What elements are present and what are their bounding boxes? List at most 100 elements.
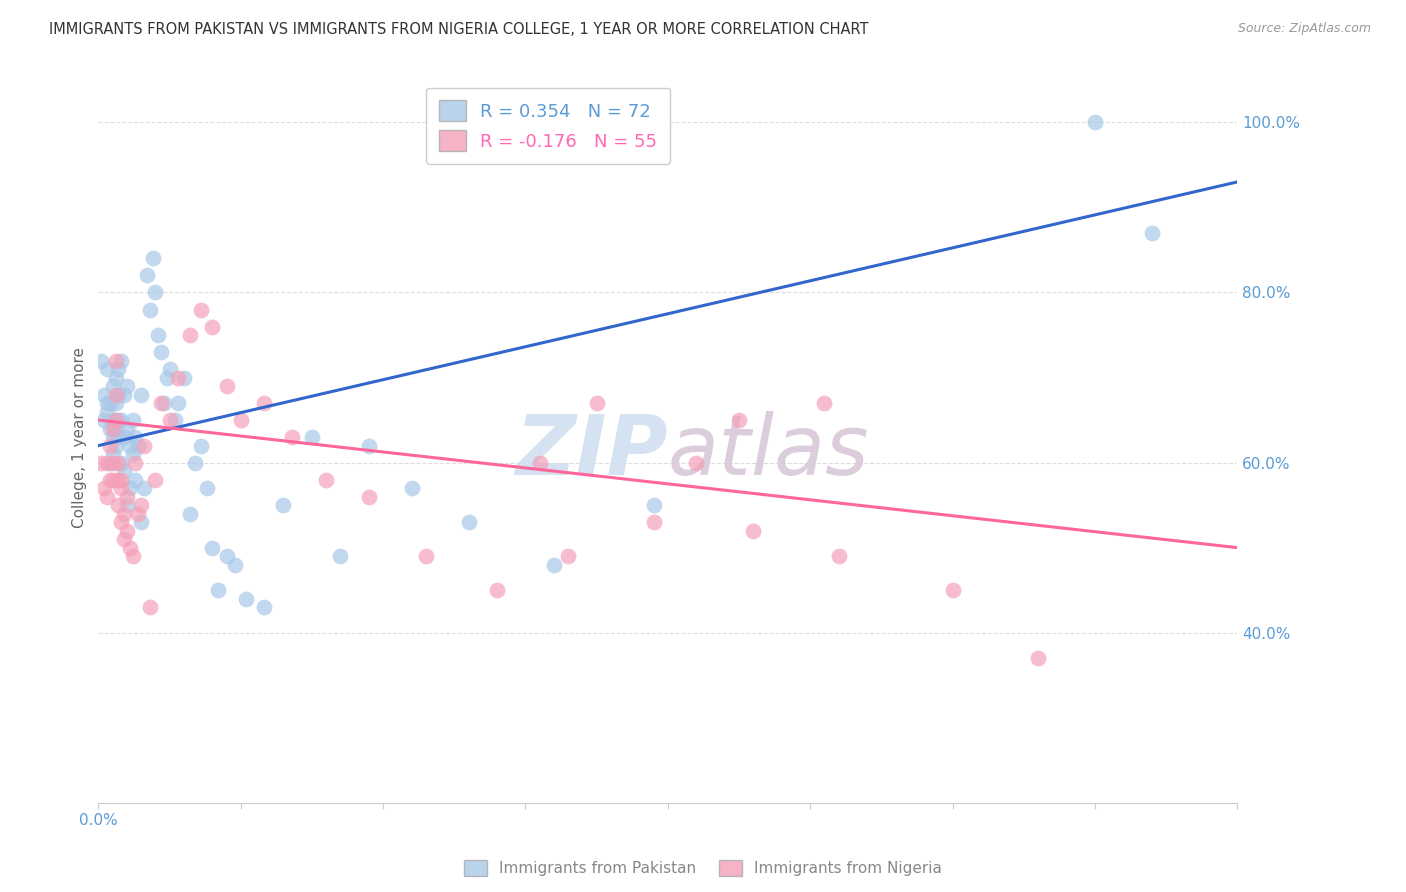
Point [742, 524, 765, 538]
Point [457, 515, 479, 529]
Point [127, 439, 149, 453]
Point [415, 549, 437, 563]
Point [121, 413, 143, 427]
Point [273, 498, 295, 512]
Legend: R = 0.354   N = 72, R = -0.176   N = 55: R = 0.354 N = 72, R = -0.176 N = 55 [426, 87, 671, 164]
Point [104, 370, 127, 384]
Point [112, 507, 135, 521]
Point [201, 319, 224, 334]
Point [281, 430, 304, 444]
Point [224, 558, 246, 572]
Point [101, 421, 124, 435]
Point [107, 362, 129, 376]
Point [110, 481, 132, 495]
Point [179, 507, 201, 521]
Point [145, 285, 167, 300]
Point [107, 413, 129, 427]
Text: atlas: atlas [668, 411, 869, 492]
Point [329, 549, 352, 563]
Point [107, 498, 129, 512]
Point [190, 302, 212, 317]
Point [129, 387, 152, 401]
Point [110, 353, 132, 368]
Point [357, 439, 380, 453]
Point [557, 549, 579, 563]
Point [115, 490, 138, 504]
Point [315, 473, 337, 487]
Point [235, 591, 257, 606]
Point [1026, 651, 1049, 665]
Point [165, 413, 187, 427]
Point [101, 447, 124, 461]
Point [159, 362, 181, 376]
Point [107, 387, 129, 401]
Point [110, 515, 132, 529]
Point [685, 456, 707, 470]
Point [110, 456, 132, 470]
Point [229, 413, 252, 427]
Point [118, 439, 141, 453]
Point [101, 473, 124, 487]
Point [167, 396, 190, 410]
Point [201, 541, 224, 555]
Point [118, 541, 141, 555]
Point [150, 345, 173, 359]
Point [104, 413, 127, 427]
Point [215, 379, 238, 393]
Point [156, 370, 179, 384]
Point [104, 421, 127, 435]
Point [252, 600, 274, 615]
Point [138, 302, 160, 317]
Point [104, 387, 127, 401]
Point [107, 430, 129, 444]
Point [112, 464, 135, 478]
Point [118, 481, 141, 495]
Point [104, 353, 127, 368]
Point [101, 456, 124, 470]
Point [96, 490, 118, 504]
Point [190, 439, 212, 453]
Point [252, 396, 274, 410]
Point [93, 481, 115, 495]
Y-axis label: College, 1 year or more: College, 1 year or more [72, 347, 87, 527]
Point [121, 447, 143, 461]
Point [643, 498, 665, 512]
Point [1084, 115, 1107, 129]
Point [107, 456, 129, 470]
Point [179, 328, 201, 343]
Point [148, 328, 170, 343]
Point [107, 473, 129, 487]
Point [104, 396, 127, 410]
Point [153, 396, 176, 410]
Point [195, 481, 218, 495]
Point [728, 413, 751, 427]
Point [529, 456, 551, 470]
Point [121, 549, 143, 563]
Point [401, 481, 423, 495]
Point [207, 583, 229, 598]
Point [96, 404, 118, 418]
Point [135, 268, 157, 283]
Point [90, 456, 112, 470]
Point [215, 549, 238, 563]
Legend: Immigrants from Pakistan, Immigrants from Nigeria: Immigrants from Pakistan, Immigrants fro… [458, 854, 948, 882]
Point [357, 490, 380, 504]
Point [486, 583, 509, 598]
Point [98, 421, 121, 435]
Point [301, 430, 323, 444]
Point [104, 439, 127, 453]
Point [110, 473, 132, 487]
Point [124, 456, 146, 470]
Point [828, 549, 851, 563]
Point [129, 515, 152, 529]
Point [129, 498, 152, 512]
Point [93, 413, 115, 427]
Point [543, 558, 565, 572]
Point [132, 481, 155, 495]
Point [115, 379, 138, 393]
Text: IMMIGRANTS FROM PAKISTAN VS IMMIGRANTS FROM NIGERIA COLLEGE, 1 YEAR OR MORE CORR: IMMIGRANTS FROM PAKISTAN VS IMMIGRANTS F… [49, 22, 869, 37]
Text: Source: ZipAtlas.com: Source: ZipAtlas.com [1237, 22, 1371, 36]
Point [96, 362, 118, 376]
Point [173, 370, 195, 384]
Point [141, 252, 163, 266]
